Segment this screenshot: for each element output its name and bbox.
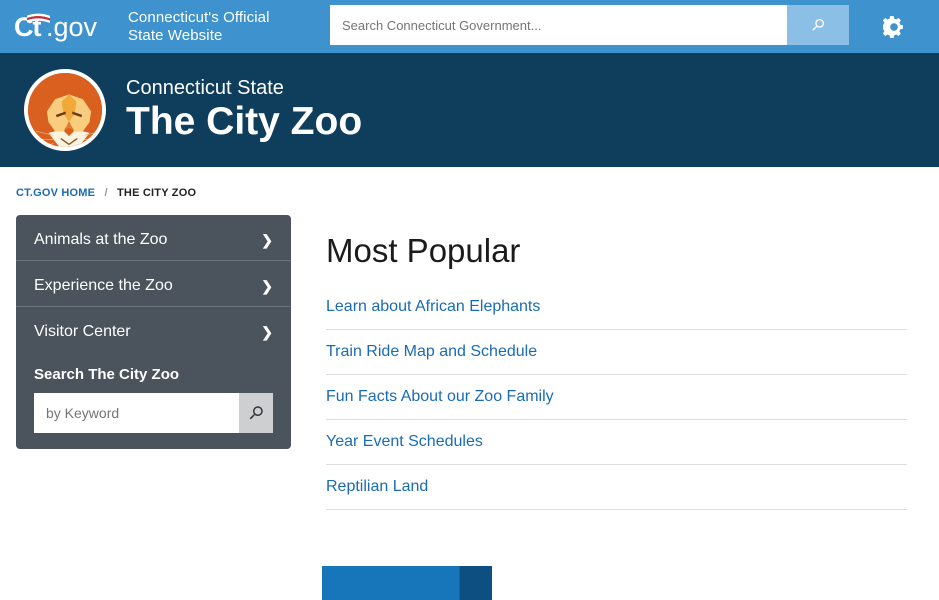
svg-text:.gov: .gov — [46, 12, 98, 42]
